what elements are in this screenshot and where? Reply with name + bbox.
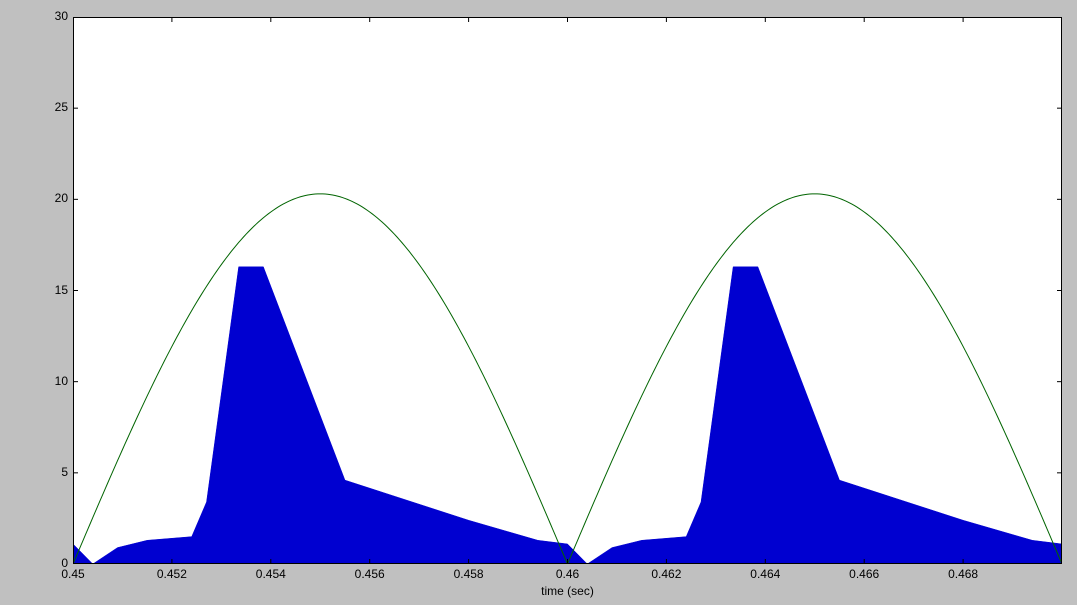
plot-area	[73, 17, 1062, 564]
x-tick-label: 0.468	[938, 567, 988, 581]
y-tick-label: 15	[28, 283, 68, 297]
x-tick-label: 0.452	[147, 567, 197, 581]
y-tick-label: 30	[28, 9, 68, 23]
x-axis-label: time (sec)	[73, 584, 1062, 598]
y-tick-label: 25	[28, 100, 68, 114]
x-tick-label: 0.466	[839, 567, 889, 581]
y-tick-label: 5	[28, 465, 68, 479]
x-tick-label: 0.462	[641, 567, 691, 581]
y-tick-label: 20	[28, 191, 68, 205]
x-tick-label: 0.458	[444, 567, 494, 581]
x-tick-label: 0.456	[345, 567, 395, 581]
figure-container: 0.450.4520.4540.4560.4580.460.4620.4640.…	[0, 0, 1077, 605]
x-tick-label: 0.46	[543, 567, 593, 581]
y-tick-label: 0	[28, 556, 68, 570]
plot-svg	[73, 17, 1062, 564]
x-tick-label: 0.464	[740, 567, 790, 581]
x-tick-label: 0.454	[246, 567, 296, 581]
blue-area-series	[73, 267, 1062, 564]
y-tick-label: 10	[28, 374, 68, 388]
